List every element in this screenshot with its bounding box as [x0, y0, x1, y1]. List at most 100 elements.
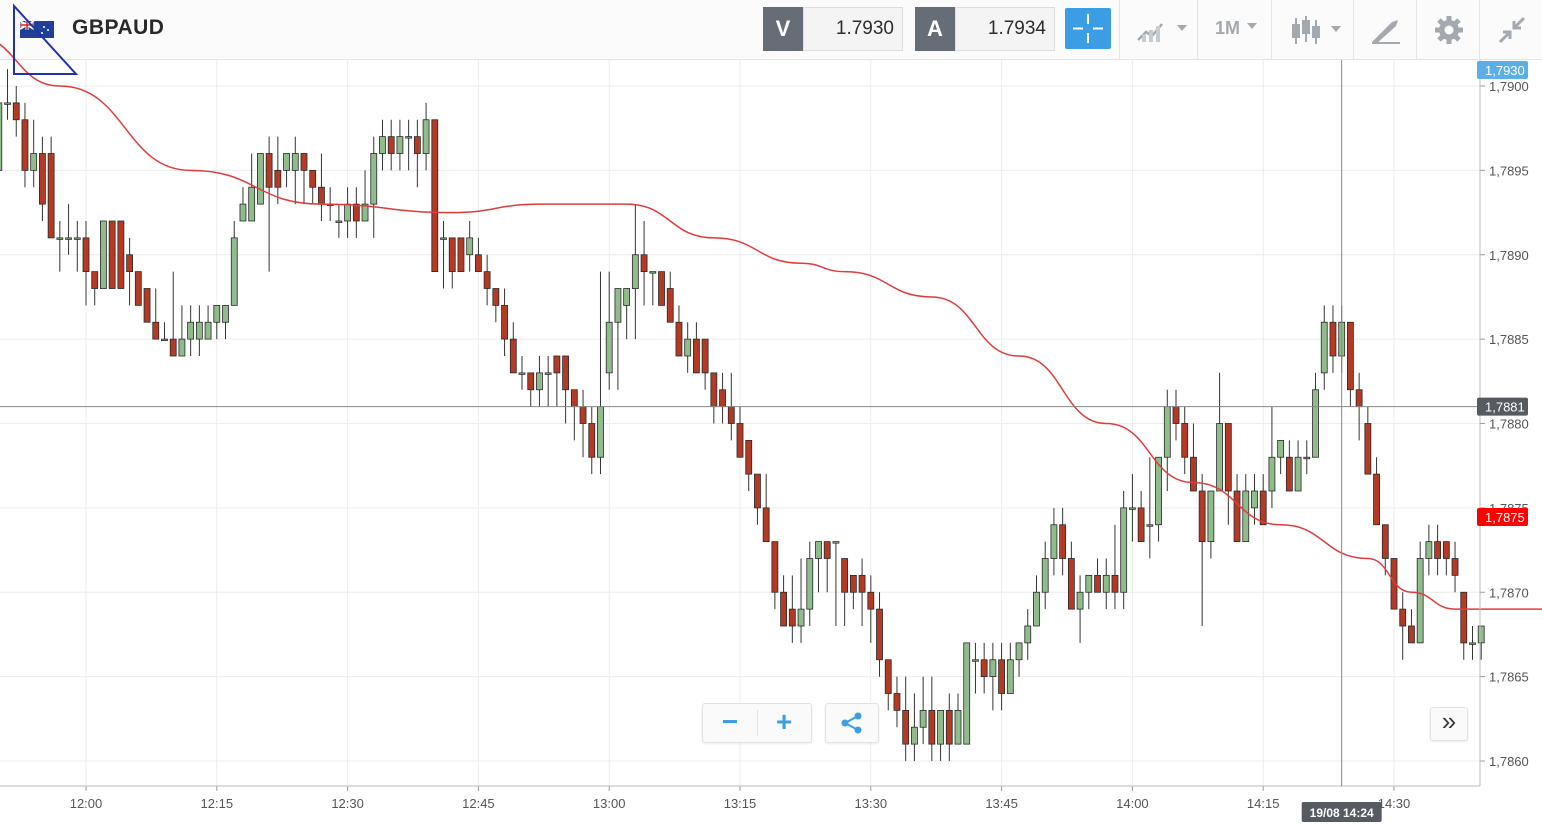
- scroll-to-latest-button[interactable]: »: [1430, 706, 1468, 741]
- candle-up: [832, 541, 840, 544]
- zoom-in-button[interactable]: +: [775, 706, 793, 737]
- candle-up: [1120, 507, 1128, 593]
- candle-up: [30, 153, 38, 171]
- candle-down: [1355, 389, 1363, 408]
- candle-up: [1242, 490, 1250, 543]
- candle-up: [1024, 625, 1032, 644]
- candle-up: [614, 288, 622, 323]
- candle-down: [823, 541, 831, 559]
- candle-down: [1347, 321, 1354, 391]
- sell-price[interactable]: 1.7930: [803, 7, 903, 51]
- candle-up: [65, 237, 72, 240]
- candle-up: [963, 642, 971, 745]
- candle-down: [640, 254, 648, 273]
- candle-up: [256, 153, 264, 205]
- chart-type-button[interactable]: [1119, 0, 1198, 59]
- xtick-label: 13:15: [724, 796, 757, 811]
- candle-down: [876, 608, 883, 661]
- indicator-button[interactable]: [1271, 0, 1354, 59]
- candle-up: [370, 153, 378, 205]
- candle-down: [588, 423, 596, 458]
- candle-up: [1268, 456, 1276, 492]
- candle-down: [1285, 456, 1293, 492]
- timeframe-button[interactable]: 1M: [1197, 0, 1272, 59]
- candle-down: [945, 709, 953, 745]
- candle-down: [928, 709, 936, 745]
- share-button[interactable]: [825, 703, 879, 743]
- sell-label[interactable]: V: [763, 7, 803, 51]
- candle-up: [649, 271, 657, 274]
- candle-up: [204, 321, 212, 340]
- crosshair-icon: [1073, 14, 1103, 43]
- candle-down: [788, 608, 796, 627]
- candle-down: [483, 271, 491, 289]
- candle-down: [309, 169, 317, 188]
- candle-down: [509, 338, 517, 374]
- candle-up: [911, 726, 918, 745]
- candle-down: [884, 659, 892, 694]
- corner-selection-triangle[interactable]: [13, 3, 79, 75]
- candle-down: [1381, 524, 1389, 559]
- candle-down: [1059, 524, 1067, 559]
- ytick-label: 1,7890: [1489, 248, 1529, 263]
- candle-up: [1041, 558, 1049, 593]
- candle-down: [457, 237, 465, 273]
- candle-down: [474, 254, 482, 273]
- candle-down: [579, 406, 587, 424]
- candle-up: [1469, 642, 1476, 645]
- candle-down: [352, 203, 360, 222]
- candle-down: [562, 355, 569, 391]
- drawing-button[interactable]: [1353, 0, 1417, 59]
- zoom-out-button[interactable]: −: [721, 706, 739, 737]
- candle-up: [4, 102, 11, 105]
- candle-up: [989, 659, 997, 678]
- crosshair-button[interactable]: [1065, 8, 1111, 49]
- candle-down: [448, 237, 456, 273]
- candle-up: [1277, 439, 1285, 458]
- candle-up: [187, 321, 195, 340]
- zoom-controls: − +: [702, 703, 812, 743]
- candle-up: [440, 237, 447, 240]
- candle-down: [1373, 473, 1380, 526]
- timeframe-label: 1M: [1215, 18, 1241, 38]
- candle-up: [361, 203, 369, 222]
- candle-up: [73, 237, 81, 240]
- ytick-label: 1,7880: [1489, 417, 1529, 432]
- candle-down: [300, 153, 308, 171]
- candle-down: [492, 288, 500, 306]
- candle-down: [1111, 574, 1119, 593]
- candle-down: [998, 659, 1005, 694]
- candle-up: [230, 237, 238, 306]
- candle-down: [1329, 321, 1337, 357]
- xtick-label: 13:30: [855, 796, 888, 811]
- candle-down: [1198, 490, 1206, 543]
- symbol-name: GBPAUD: [72, 16, 165, 39]
- candle-up: [178, 338, 186, 357]
- candle-down: [666, 288, 674, 323]
- candle-up: [1312, 389, 1319, 458]
- candle-down: [47, 153, 55, 239]
- settings-button[interactable]: [1416, 0, 1480, 59]
- buy-label[interactable]: A: [915, 7, 955, 51]
- xtick-label: 14:30: [1378, 796, 1411, 811]
- candle-down: [387, 136, 395, 154]
- buy-price[interactable]: 1.7934: [955, 7, 1055, 51]
- candle-up: [1163, 406, 1171, 458]
- ytick-label: 1,7895: [1489, 163, 1529, 178]
- candle-down: [762, 507, 770, 543]
- candle-up: [631, 254, 639, 289]
- candle-up: [283, 153, 290, 171]
- candle-down: [91, 271, 99, 289]
- candle-up: [291, 153, 299, 171]
- candle-down: [1067, 558, 1075, 610]
- collapse-button[interactable]: [1479, 0, 1542, 59]
- candle-up: [797, 608, 805, 627]
- candle-up: [1129, 507, 1136, 510]
- candle-down: [1399, 608, 1407, 627]
- candle-down: [771, 541, 779, 593]
- chart-type-icon: [1137, 23, 1187, 42]
- indicator-icon: [1292, 16, 1341, 44]
- candle-down: [169, 338, 177, 357]
- candle-down: [658, 271, 665, 306]
